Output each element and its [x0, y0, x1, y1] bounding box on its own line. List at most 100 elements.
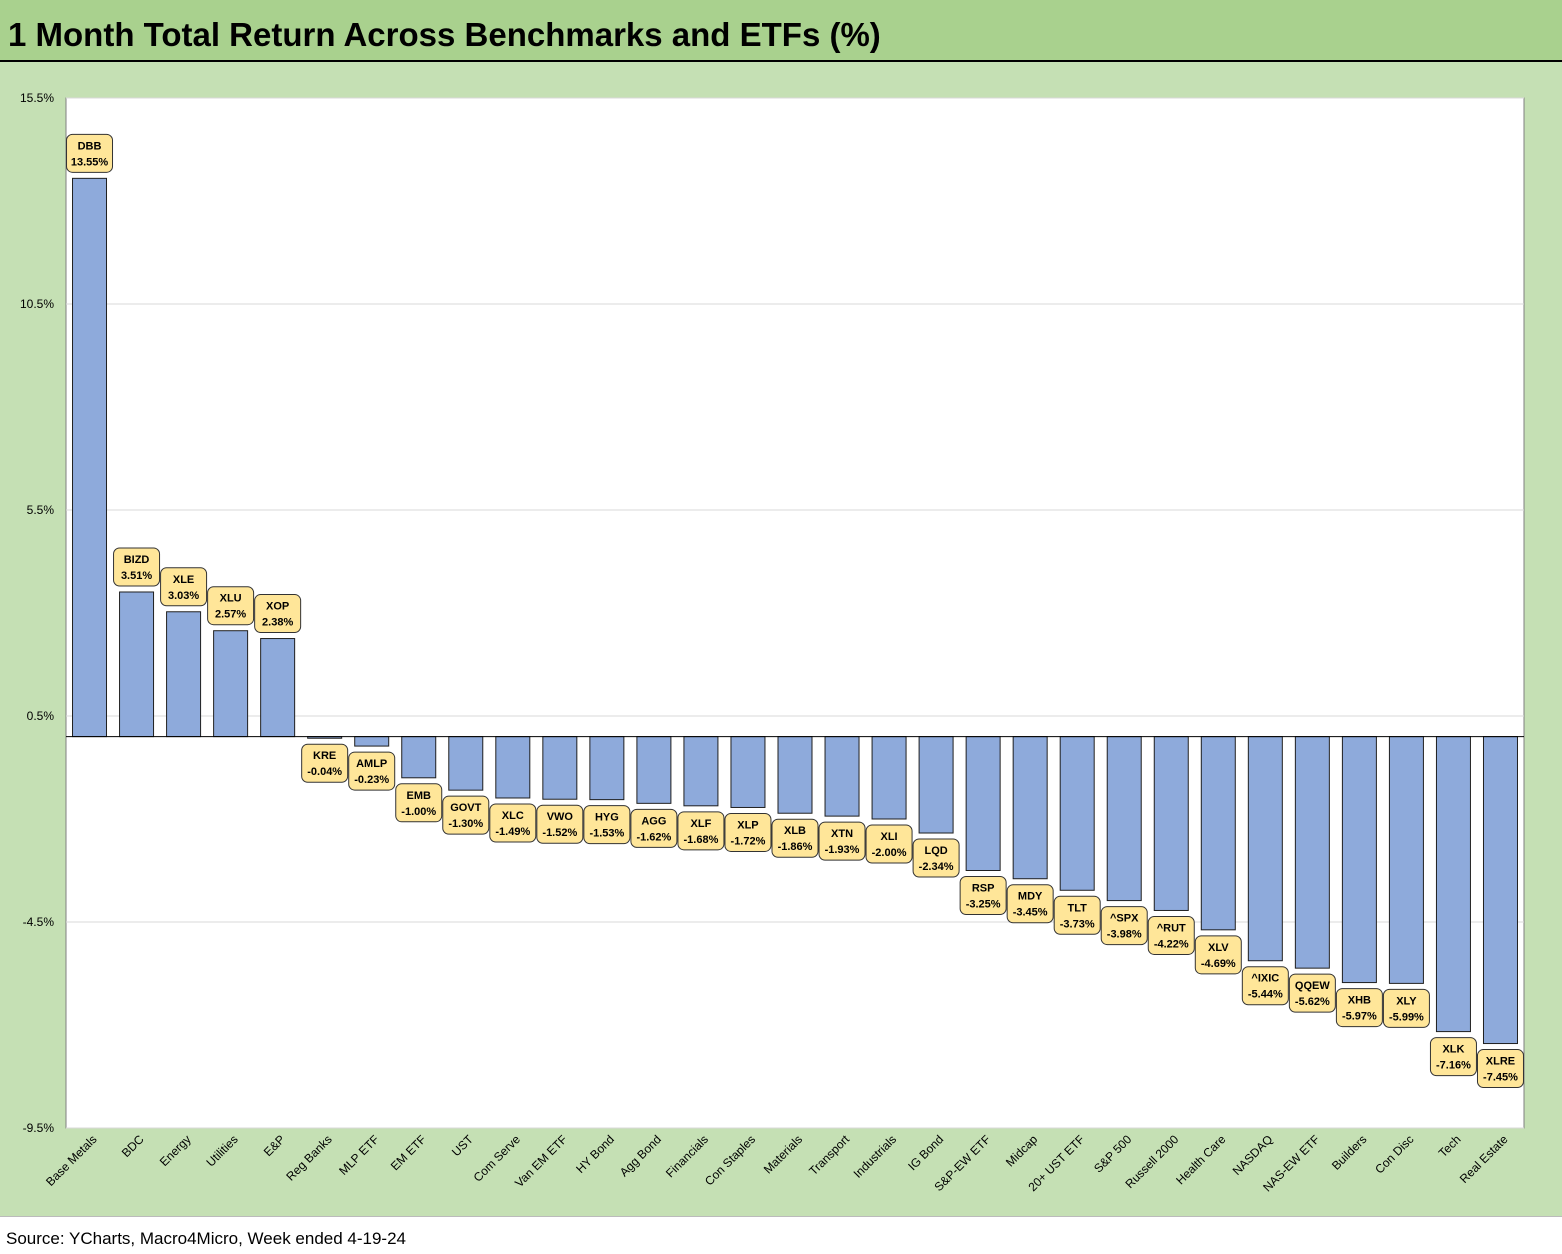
bar [495, 736, 531, 799]
x-tick-label: Con Staples [702, 1132, 758, 1188]
chart-title: 1 Month Total Return Across Benchmarks a… [8, 16, 881, 53]
data-label-value: -3.25% [966, 899, 1001, 911]
data-label-box [818, 821, 866, 861]
data-label-value: -1.68% [684, 834, 719, 846]
data-label-ticker: DBB [78, 140, 102, 152]
data-label-ticker: GOVT [450, 802, 481, 814]
data-label-ticker: ^IXIC [1251, 973, 1279, 985]
x-tick-label: Industrials [851, 1132, 900, 1181]
data-label-value: -4.22% [1154, 938, 1189, 950]
data-label-box [771, 818, 819, 858]
data-label-box [1288, 973, 1336, 1013]
y-tick-label: -4.5% [23, 915, 55, 929]
data-label-ticker: XTN [831, 828, 853, 840]
bar [119, 591, 155, 738]
bar [1200, 736, 1236, 931]
data-label-value: -2.34% [919, 861, 954, 873]
bar [354, 736, 390, 747]
bar [401, 736, 437, 779]
data-label-value: -2.00% [872, 847, 907, 859]
bar [824, 736, 860, 817]
data-label-box [865, 824, 913, 864]
data-label-value: -0.23% [354, 774, 389, 786]
data-label-box [1382, 988, 1430, 1028]
data-label-ticker: XLU [220, 593, 242, 605]
x-tick-label: MLP ETF [336, 1132, 382, 1178]
data-label-box [1147, 915, 1195, 955]
x-tick-label: Base Metals [43, 1132, 100, 1189]
data-label-value: -5.99% [1389, 1011, 1424, 1023]
bar [683, 736, 719, 807]
y-tick-label: -9.5% [23, 1121, 55, 1135]
bar [260, 638, 296, 738]
x-tick-label: Materials [761, 1132, 805, 1176]
data-label-ticker: XLK [1442, 1044, 1464, 1056]
data-label-ticker: XLC [502, 810, 524, 822]
data-label-ticker: KRE [313, 750, 336, 762]
data-label-box [1194, 935, 1242, 975]
x-tick-label: Health Care [1173, 1132, 1228, 1187]
data-label-ticker: XLF [691, 818, 712, 830]
data-label-box [630, 808, 678, 848]
data-label-value: -7.45% [1483, 1072, 1518, 1084]
x-tick-label: EM ETF [388, 1132, 429, 1173]
data-label-value: -5.62% [1295, 996, 1330, 1008]
bar [1388, 736, 1424, 984]
x-tick-label: Real Estate [1457, 1132, 1511, 1186]
data-label-ticker: XLY [1396, 995, 1417, 1007]
x-tick-label: Reg Banks [283, 1132, 334, 1183]
x-tick-label: S&P 500 [1091, 1132, 1134, 1175]
data-label-ticker: XLV [1208, 942, 1229, 954]
data-label-box [1053, 895, 1101, 935]
x-tick-label: NASDAQ [1230, 1132, 1276, 1178]
data-label-ticker: XLI [881, 831, 898, 843]
data-label-ticker: AGG [641, 815, 666, 827]
bar [1059, 736, 1095, 891]
x-tick-label: Financials [663, 1132, 711, 1180]
data-label-value: -3.73% [1060, 918, 1095, 930]
data-label-box [1335, 988, 1383, 1028]
x-tick-label: IG Bond [905, 1132, 946, 1173]
x-tick-label: Con Disc [1372, 1132, 1416, 1176]
bar [1294, 736, 1330, 969]
data-label-box [583, 805, 631, 845]
x-tick-label: Builders [1329, 1132, 1370, 1173]
data-label-value: -1.93% [825, 844, 860, 856]
data-label-value: -3.45% [1013, 907, 1048, 919]
data-label-ticker: TLT [1068, 902, 1088, 914]
data-label-value: -1.72% [731, 835, 766, 847]
bar [730, 736, 766, 808]
data-label-value: -1.30% [448, 818, 483, 830]
data-label-ticker: RSP [972, 883, 995, 895]
data-label-box [301, 743, 349, 783]
data-label-value: 2.57% [215, 609, 246, 621]
data-label-box [536, 804, 584, 844]
bar [213, 630, 249, 738]
bar [1012, 736, 1048, 880]
data-label-ticker: ^SPX [1110, 913, 1139, 925]
data-label-ticker: EMB [407, 790, 432, 802]
bar [166, 611, 202, 738]
data-label-box [912, 838, 960, 878]
data-label-ticker: XLB [784, 825, 806, 837]
bar-chart: 15.5% 10.5% 5.5% 0.5% -4.5% -9.5% DBB 13.55% Bas… [20, 91, 1525, 1194]
data-label-box [66, 133, 114, 173]
data-label-box [113, 547, 161, 587]
data-label-box [1241, 966, 1289, 1006]
data-label-box [724, 812, 772, 852]
x-tick-label: Tech [1436, 1132, 1464, 1160]
x-tick-label: Agg Bond [617, 1132, 664, 1179]
bar [542, 736, 578, 800]
data-label-box [442, 795, 490, 835]
source-note: Source: YCharts, Macro4Micro, Week ended… [6, 1229, 407, 1248]
data-label-value: -0.04% [307, 766, 342, 778]
data-label-ticker: QQEW [1295, 980, 1330, 992]
bar [1106, 736, 1142, 902]
data-label-value: 2.38% [262, 617, 293, 629]
data-label-ticker: MDY [1018, 891, 1043, 903]
data-label-value: -3.98% [1107, 929, 1142, 941]
data-label-box [1006, 884, 1054, 924]
data-label-ticker: XHB [1348, 995, 1371, 1007]
data-label-ticker: LQD [924, 845, 947, 857]
bar [1435, 736, 1471, 1033]
